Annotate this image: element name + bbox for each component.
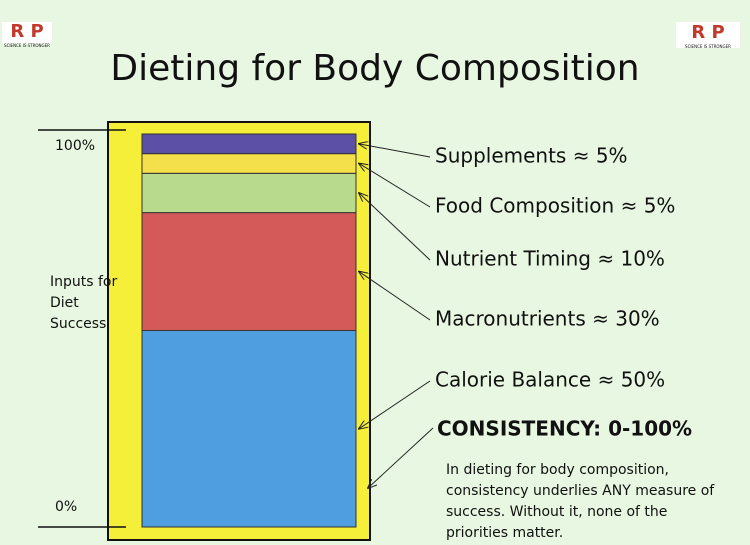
bar-segment — [141, 212, 357, 332]
legend-label: Nutrient Timing ≈ 10% — [435, 247, 665, 271]
bar-segment — [141, 172, 357, 214]
arrow — [359, 163, 431, 208]
logo-left: R P SCIENCE IS STRONGER — [2, 21, 52, 48]
arrow — [359, 272, 431, 321]
arrow — [359, 144, 431, 158]
chart-title: Dieting for Body Composition — [110, 48, 639, 89]
arrow — [368, 427, 434, 488]
y-tick-label: 0% — [55, 499, 77, 515]
svg-text:R P: R P — [691, 22, 724, 43]
legend-label: Macronutrients ≈ 30% — [435, 307, 660, 331]
legend-label: Food Composition ≈ 5% — [435, 194, 675, 218]
bar-segment — [141, 330, 357, 528]
legend-label: Supplements ≈ 5% — [435, 144, 628, 168]
legend-label: Calorie Balance ≈ 50% — [435, 368, 665, 392]
annotation: CONSISTENCY: 0-100% — [437, 417, 692, 441]
logo-text: SCIENCE IS STRONGER — [685, 44, 731, 49]
bar-segment — [141, 133, 357, 155]
y-axis-label: Inputs for Diet Success — [50, 274, 118, 332]
logo-text: SCIENCE IS STRONGER — [4, 43, 50, 48]
svg-text:R P: R P — [10, 21, 43, 42]
logo-right: R P SCIENCE IS STRONGER — [676, 22, 740, 49]
note: In dieting for body composition, consist… — [446, 462, 715, 541]
bar-segment — [141, 153, 357, 174]
arrow — [359, 193, 431, 261]
arrow — [359, 380, 431, 429]
y-tick-label: 100% — [55, 138, 95, 154]
